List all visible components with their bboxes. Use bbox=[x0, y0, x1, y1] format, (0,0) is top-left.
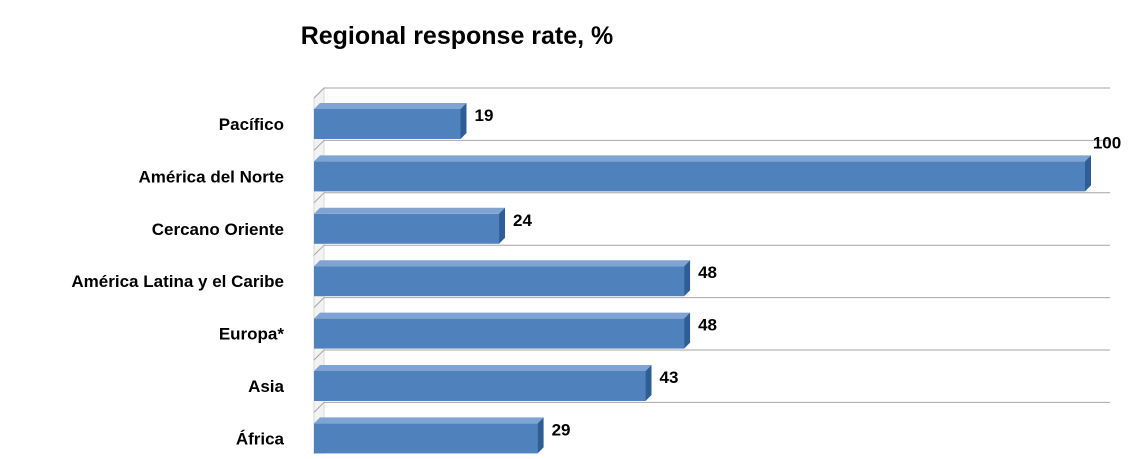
bar-side bbox=[645, 365, 652, 401]
gridline bbox=[313, 401, 1110, 413]
data-labels: 19 100 24 48 48 43 29 bbox=[474, 106, 1121, 439]
bar bbox=[314, 103, 467, 139]
chart-bars bbox=[314, 103, 1091, 454]
bar-front bbox=[314, 109, 461, 139]
bar-front bbox=[314, 213, 500, 244]
bar-side bbox=[1085, 155, 1091, 192]
gridline bbox=[313, 139, 1110, 151]
bar-side bbox=[460, 103, 467, 139]
gridline bbox=[313, 192, 1110, 204]
bar-front bbox=[314, 266, 685, 297]
gridline bbox=[313, 87, 1110, 99]
bar-top bbox=[314, 260, 691, 267]
gridline bbox=[313, 349, 1110, 361]
bar-side bbox=[537, 417, 544, 454]
bar bbox=[314, 207, 506, 244]
bar-front bbox=[314, 371, 646, 401]
bar bbox=[314, 260, 691, 297]
data-label: 29 bbox=[552, 420, 571, 439]
bar-front bbox=[314, 161, 1085, 192]
gridline bbox=[313, 297, 1110, 308]
category-label: Europa* bbox=[219, 325, 285, 344]
category-label: Cercano Oriente bbox=[152, 220, 284, 239]
bar-top bbox=[314, 207, 506, 214]
bar-front bbox=[314, 423, 538, 454]
data-label: 100 bbox=[1093, 133, 1121, 152]
category-label: América del Norte bbox=[139, 167, 285, 186]
bar bbox=[314, 312, 691, 349]
bar bbox=[314, 417, 544, 454]
data-label: 24 bbox=[513, 211, 532, 230]
bar bbox=[314, 155, 1091, 192]
bar-side bbox=[684, 260, 691, 297]
bar-side bbox=[684, 312, 691, 349]
category-label: Asia bbox=[248, 377, 284, 396]
data-label: 43 bbox=[660, 368, 679, 387]
bar-top bbox=[314, 103, 467, 109]
gridline bbox=[313, 244, 1110, 256]
category-label: África bbox=[236, 429, 285, 448]
bar-top bbox=[314, 155, 1091, 162]
category-label: Pacífico bbox=[219, 115, 284, 134]
data-label: 19 bbox=[474, 106, 493, 125]
bar-side bbox=[499, 207, 506, 244]
bar-top bbox=[314, 417, 544, 424]
bar bbox=[314, 365, 652, 401]
category-label: América Latina y el Caribe bbox=[71, 272, 284, 291]
data-label: 48 bbox=[698, 263, 717, 282]
bar-top bbox=[314, 312, 691, 319]
bar-top bbox=[314, 365, 652, 371]
category-labels: Pacífico América del Norte Cercano Oriente… bbox=[71, 115, 284, 448]
chart-title: Regional response rate, % bbox=[301, 22, 614, 50]
bar-front bbox=[314, 318, 685, 349]
data-label: 48 bbox=[698, 316, 717, 335]
